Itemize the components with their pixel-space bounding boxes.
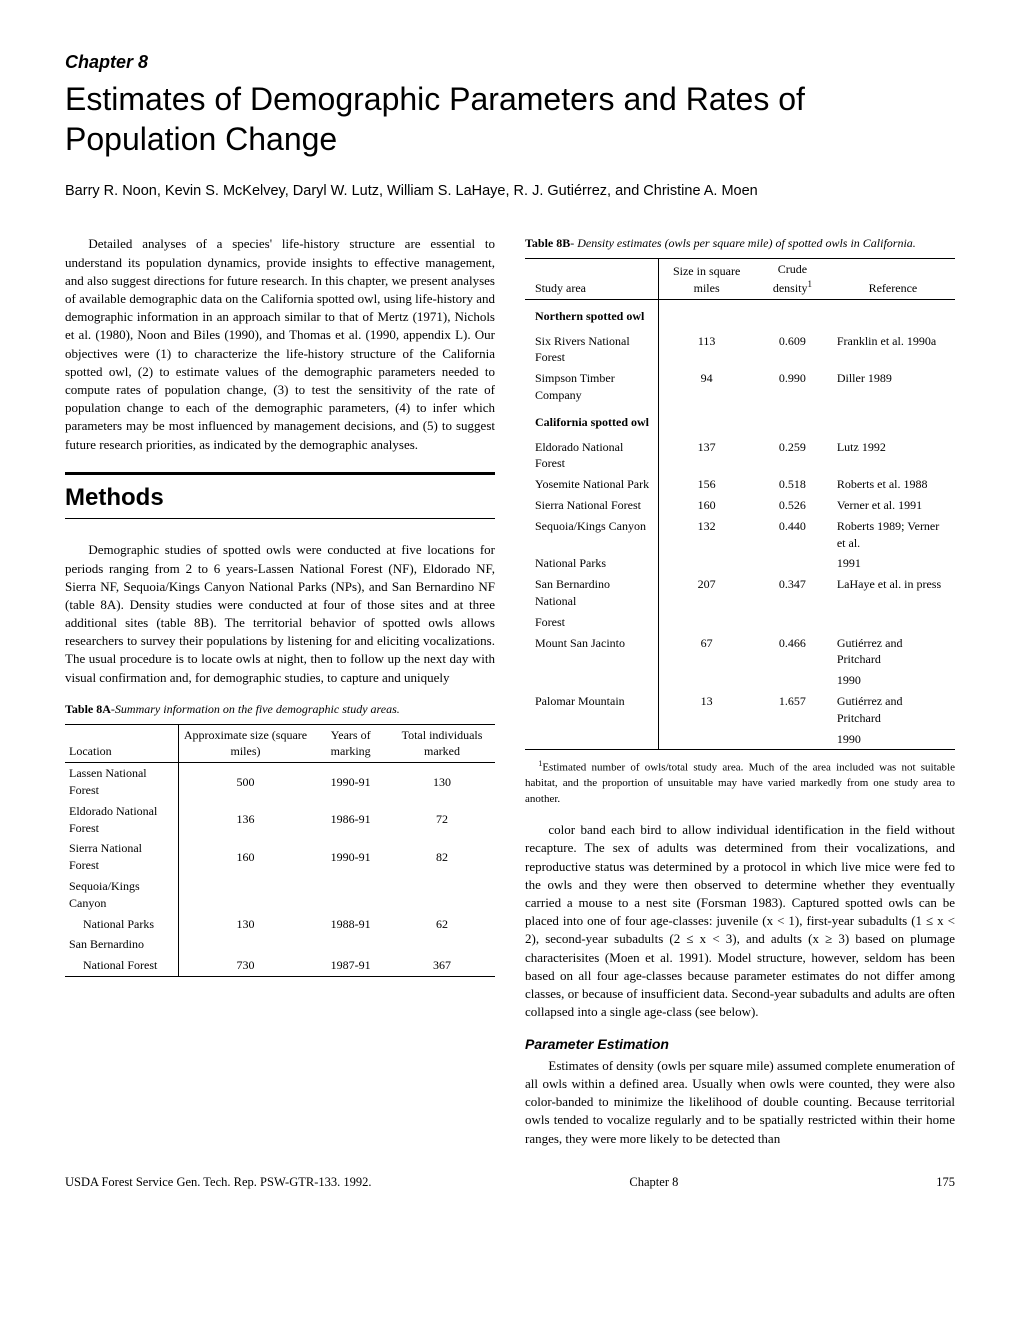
table-row: National Forest7301987-91367	[65, 955, 495, 976]
table-8b-header-density: Crude density1	[754, 259, 831, 300]
parameter-estimation-heading: Parameter Estimation	[525, 1035, 955, 1055]
table-8b-footnote: 1Estimated number of owls/total study ar…	[525, 758, 955, 807]
table-row: 1990	[525, 670, 955, 691]
chapter-label: Chapter 8	[65, 50, 955, 75]
table-row: National Parks1991	[525, 553, 955, 574]
table-8b-header-study: Study area	[525, 259, 659, 300]
table-row: Yosemite National Park1560.518Roberts et…	[525, 474, 955, 495]
table-section-row: California spotted owl	[525, 406, 955, 437]
table-8a-caption: Table 8A-Summary information on the five…	[65, 701, 495, 718]
table-8b-header-ref: Reference	[831, 259, 955, 300]
table-row: Forest	[525, 612, 955, 633]
table-8b-caption: Table 8B- Density estimates (owls per sq…	[525, 235, 955, 252]
footer-left: USDA Forest Service Gen. Tech. Rep. PSW-…	[65, 1174, 372, 1192]
table-8a-header-size: Approximate size (square miles)	[178, 724, 312, 763]
footer-center: Chapter 8	[629, 1174, 678, 1192]
table-row: Sequoia/Kings Canyon1320.440Roberts 1989…	[525, 516, 955, 554]
intro-paragraph: Detailed analyses of a species' life-his…	[65, 235, 495, 453]
table-8b-header-size: Size in square miles	[659, 259, 754, 300]
table-8a-header-years: Years of marking	[312, 724, 389, 763]
table-row: Sierra National Forest1600.526Verner et …	[525, 495, 955, 516]
chapter-title: Estimates of Demographic Parameters and …	[65, 79, 955, 159]
table-8b: Study area Size in square miles Crude de…	[525, 258, 955, 750]
table-row: National Parks1301988-9162	[65, 914, 495, 935]
methods-paragraph-1: Demographic studies of spotted owls were…	[65, 541, 495, 687]
two-column-layout: Detailed analyses of a species' life-his…	[65, 235, 955, 1147]
table-row: Six Rivers National Forest1130.609Frankl…	[525, 331, 955, 369]
table-row: Palomar Mountain131.657Gutiérrez and Pri…	[525, 691, 955, 729]
table-8b-caption-ital: - Density estimates (owls per square mil…	[570, 236, 916, 250]
parameter-estimation-paragraph: Estimates of density (owls per square mi…	[525, 1057, 955, 1148]
table-8a-caption-ital: -Summary information on the five demogra…	[111, 702, 400, 716]
right-column: Table 8B- Density estimates (owls per sq…	[525, 235, 955, 1147]
table-row: San Bernardino	[65, 934, 495, 955]
table-row: Simpson Timber Company940.990Diller 1989	[525, 368, 955, 406]
right-paragraph-1: color band each bird to allow individual…	[525, 821, 955, 1021]
table-row: Eldorado National Forest1370.259Lutz 199…	[525, 437, 955, 475]
page-footer: USDA Forest Service Gen. Tech. Rep. PSW-…	[65, 1174, 955, 1192]
table-section-row: Northern spotted owl	[525, 299, 955, 330]
left-column: Detailed analyses of a species' life-his…	[65, 235, 495, 1147]
table-row: Lassen National Forest5001990-91130	[65, 763, 495, 801]
table-row: Sequoia/Kings Canyon	[65, 876, 495, 914]
table-row: Sierra National Forest1601990-9182	[65, 838, 495, 876]
methods-heading: Methods	[65, 481, 495, 515]
methods-rule-top	[65, 472, 495, 475]
table-8a-header-location: Location	[65, 724, 178, 763]
table-8a-header-total: Total individuals marked	[389, 724, 495, 763]
methods-rule-bottom	[65, 518, 495, 519]
table-8b-caption-bold: Table 8B	[525, 236, 570, 250]
table-row: Mount San Jacinto670.466Gutiérrez and Pr…	[525, 633, 955, 671]
table-row: Eldorado National Forest1361986-9172	[65, 801, 495, 839]
authors-line: Barry R. Noon, Kevin S. McKelvey, Daryl …	[65, 181, 955, 201]
table-8a-caption-bold: Table 8A	[65, 702, 111, 716]
table-row: 1990	[525, 729, 955, 750]
footer-right: 175	[936, 1174, 955, 1192]
table-8a: Location Approximate size (square miles)…	[65, 724, 495, 977]
table-row: San Bernardino National2070.347LaHaye et…	[525, 574, 955, 612]
